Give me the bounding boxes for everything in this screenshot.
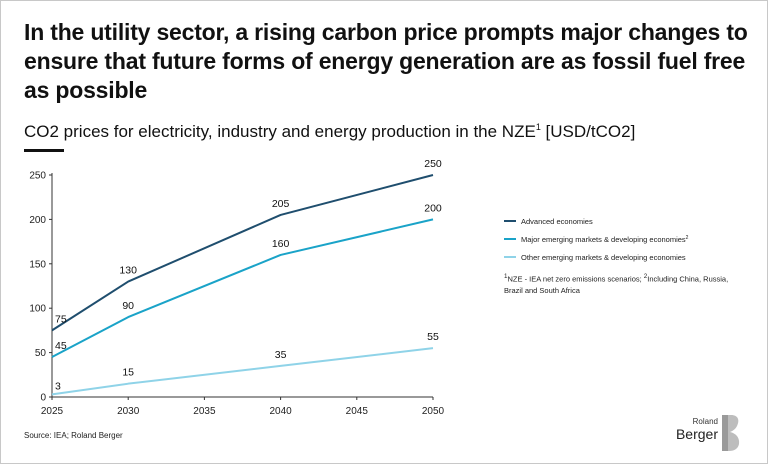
footnote-mark-2: 2 <box>643 273 648 280</box>
x-tick-label: 2050 <box>422 406 445 417</box>
data-label: 15 <box>122 367 134 379</box>
data-label: 90 <box>122 300 134 312</box>
x-tick-label: 2035 <box>193 406 216 417</box>
y-tick-label: 0 <box>40 393 46 404</box>
x-tick-label: 2040 <box>269 406 292 417</box>
data-label: 160 <box>272 238 290 250</box>
legend-item-3: Other emerging markets & developing econ… <box>504 251 744 263</box>
logo-text-berger: Berger <box>675 426 718 442</box>
logo-text-roland: Roland <box>692 417 718 426</box>
subtitle-footnote-mark: 1 <box>535 122 541 132</box>
footnote-text-2: Including China, Russia, Brazil and Sout… <box>504 274 729 295</box>
footnote-text-1: NZE - IEA net zero emissions scenarios; <box>507 274 644 284</box>
legend-label: Advanced economies <box>521 216 593 226</box>
x-tick-label: 2030 <box>117 406 140 417</box>
data-label: 200 <box>424 202 442 214</box>
legend-label: Major emerging markets & developing econ… <box>521 234 689 244</box>
legend-swatch <box>504 256 516 258</box>
y-tick-label: 250 <box>29 171 46 182</box>
data-label: 250 <box>424 158 442 170</box>
legend-footnote-mark: 2 <box>685 234 689 241</box>
roland-berger-logo: Roland Berger <box>664 412 744 452</box>
legend-label: Other emerging markets & developing econ… <box>521 252 686 262</box>
x-tick-label: 2025 <box>41 406 64 417</box>
legend-item-1: Advanced economies <box>504 215 744 227</box>
data-label: 55 <box>427 331 439 343</box>
legend-swatch <box>504 238 516 240</box>
data-label: 35 <box>275 349 287 361</box>
y-tick-label: 50 <box>35 348 47 359</box>
data-label: 3 <box>55 380 61 392</box>
accent-rule <box>24 149 64 152</box>
data-label: 45 <box>55 340 67 352</box>
chart-legend: Advanced economies Major emerging markets… <box>504 215 744 269</box>
chart-headline: In the utility sector, a rising carbon p… <box>24 19 748 103</box>
data-label: 75 <box>55 313 67 325</box>
y-tick-label: 200 <box>29 215 46 226</box>
source-note: Source: IEA; Roland Berger <box>24 431 123 440</box>
y-tick-label: 100 <box>29 304 46 315</box>
subtitle-text: CO2 prices for electricity, industry and… <box>24 122 536 141</box>
x-tick-label: 2045 <box>346 406 369 417</box>
y-tick-label: 150 <box>29 259 46 270</box>
data-label: 130 <box>119 265 137 277</box>
logo-b-mark-icon <box>722 415 740 451</box>
data-label: 205 <box>272 198 290 210</box>
legend-swatch <box>504 220 516 222</box>
footnote-mark-1: 1 <box>504 273 508 280</box>
series-line-2 <box>51 218 434 358</box>
subtitle-unit: [USD/tCO2] <box>540 122 636 141</box>
legend-item-2: Major emerging markets & developing econ… <box>504 233 744 245</box>
series-line-3 <box>51 347 434 396</box>
footnote: 1NZE - IEA net zero emissions scenarios;… <box>504 271 734 296</box>
series-line-1 <box>51 174 434 332</box>
chart-subtitle: CO2 prices for electricity, industry and… <box>24 116 754 143</box>
